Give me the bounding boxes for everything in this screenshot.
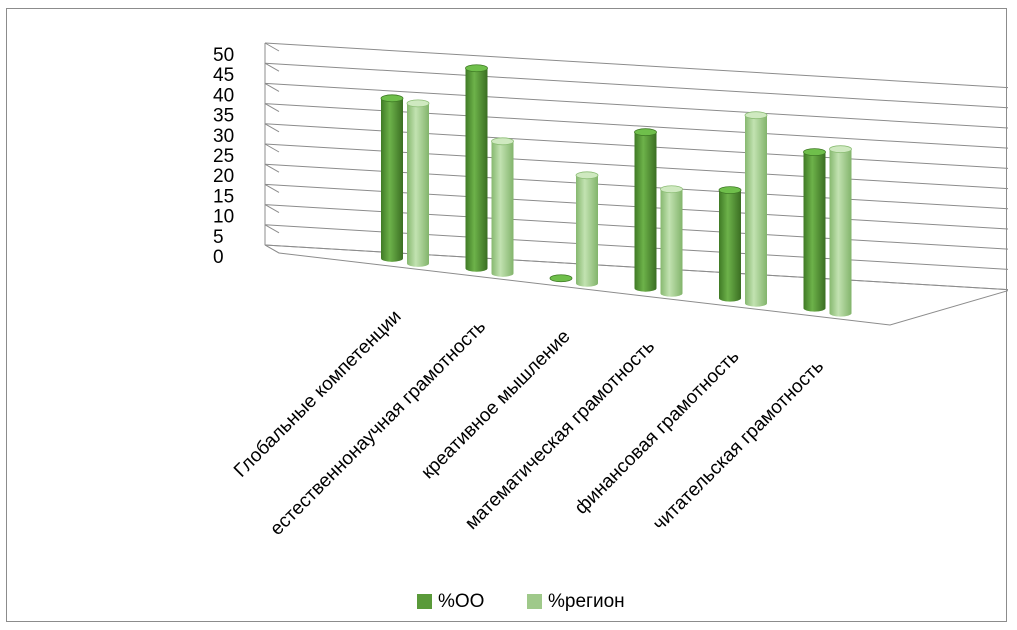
bar <box>575 171 599 287</box>
y-tick-label: 10 <box>213 207 234 228</box>
y-tick-label: 0 <box>213 247 224 268</box>
bar <box>549 274 573 283</box>
category-label: читательская грамотность <box>649 356 828 535</box>
y-tick-label: 20 <box>213 166 234 187</box>
bar <box>829 145 852 317</box>
bar <box>803 148 826 312</box>
gridline-side <box>264 123 280 133</box>
bar <box>406 99 430 267</box>
gridline <box>264 62 1008 109</box>
chart-frame: 0 5 10 15 20 25 30 35 40 45 50 Глобальные компетен… <box>6 8 1008 622</box>
legend-swatch-region <box>527 594 542 609</box>
gridline-side <box>264 183 280 193</box>
bar <box>465 64 488 272</box>
category-label: математическая грамотность <box>461 336 659 534</box>
gridline-side <box>264 62 280 72</box>
gridline-side <box>264 42 280 52</box>
bar <box>380 94 404 262</box>
y-tick-label: 15 <box>213 186 234 207</box>
gridline-side <box>264 82 280 92</box>
gridline-side <box>264 143 280 153</box>
legend-label-oo: %ОО <box>438 591 484 612</box>
y-tick-label: 30 <box>213 126 234 147</box>
legend-swatch-oo <box>417 594 432 609</box>
bars-layer <box>380 64 852 317</box>
bar <box>718 186 742 302</box>
bar <box>491 137 514 277</box>
gridline-side <box>264 224 280 234</box>
bar <box>634 128 657 292</box>
category-labels: Глобальные компетенцииестественнонаучная… <box>230 306 828 540</box>
gridline-side <box>264 163 280 173</box>
legend: %ОО %регион <box>417 591 625 612</box>
y-tick-label: 50 <box>213 45 234 66</box>
y-tick-label: 25 <box>213 146 234 167</box>
gridline-side <box>264 204 280 214</box>
category-label: Глобальные компетенции <box>230 306 405 481</box>
y-tick-label: 35 <box>213 106 234 127</box>
legend-label-region: %регион <box>548 591 625 612</box>
y-tick-label: 40 <box>213 85 234 106</box>
category-label: финансовая грамотность <box>571 346 744 519</box>
gridline-side <box>264 103 280 113</box>
bar <box>660 185 683 297</box>
gridline <box>264 82 1008 129</box>
y-tick-label: 5 <box>213 227 224 248</box>
bar <box>744 111 768 307</box>
gridline <box>264 42 1008 89</box>
y-tick-label: 45 <box>213 65 234 86</box>
